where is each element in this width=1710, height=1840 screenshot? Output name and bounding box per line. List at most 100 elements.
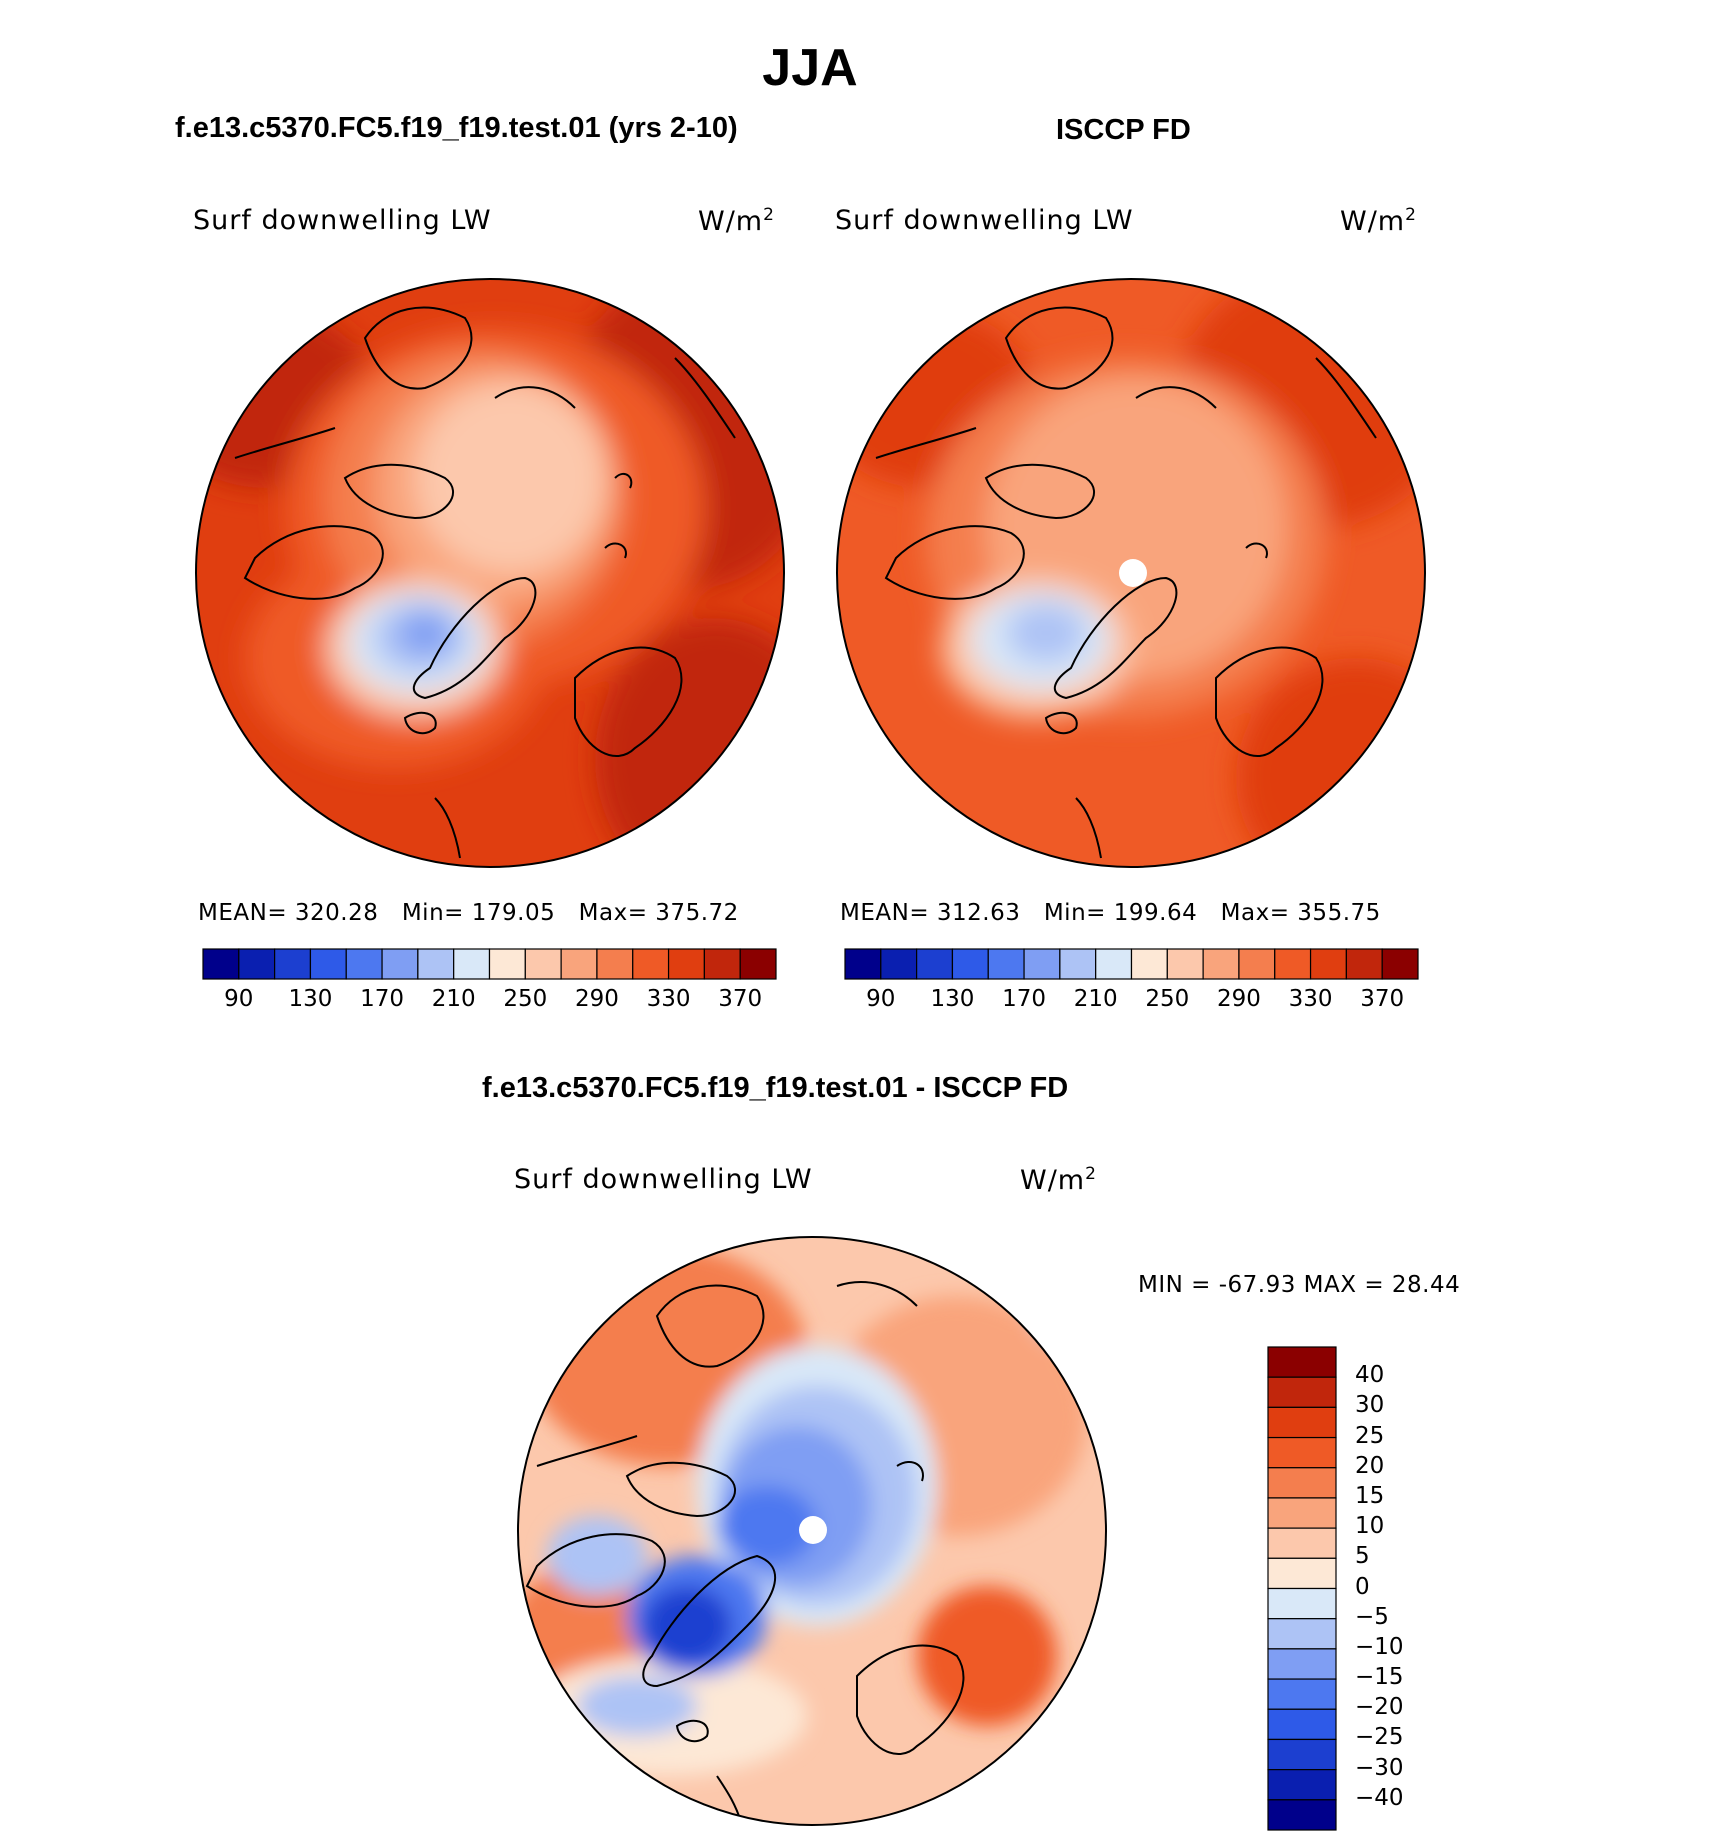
panel2-colorbar-swatch [1345, 948, 1383, 980]
panel1-colorbar-swatch [453, 948, 491, 980]
panel1-colorbar [202, 948, 777, 980]
panel1-colorbar-tick-label: 250 [503, 986, 548, 1012]
panel2-colorbar-swatch [1381, 948, 1419, 980]
panel2-variable: Surf downwelling LW [835, 205, 1134, 236]
panel3-colorbar-swatch [1267, 1376, 1337, 1408]
panel1-colorbar-swatch [632, 948, 670, 980]
panel3-colorbar-swatch [1267, 1467, 1337, 1499]
panel1-colorbar-swatch [238, 948, 276, 980]
panel3-colorbar-tick-label: −5 [1355, 1603, 1389, 1630]
panel1-colorbar-swatch [274, 948, 312, 980]
panel3-colorbar-tick-label: −10 [1355, 1633, 1404, 1660]
panel3-colorbar-swatch [1267, 1527, 1337, 1559]
panel1-colorbar-ticks: 90 130 170 210 250 290 330 370 [203, 986, 776, 1016]
panel3-colorbar-swatch [1267, 1678, 1337, 1710]
panel3-colorbar-tick-label: −40 [1355, 1784, 1404, 1811]
panel1-colorbar-swatch [345, 948, 383, 980]
panel1-variable: Surf downwelling LW [193, 205, 492, 236]
panel2-colorbar-swatch [951, 948, 989, 980]
panel2-title: ISCCP FD [1056, 114, 1191, 146]
panel2-colorbar-tick-label: 370 [1360, 986, 1405, 1012]
panel3-colorbar-tick-label: −30 [1355, 1754, 1404, 1781]
panel2-colorbar-swatch [880, 948, 918, 980]
panel3-colorbar-swatch [1267, 1346, 1337, 1378]
panel3-variable: Surf downwelling LW [514, 1164, 813, 1195]
panel3-colorbar-swatch [1267, 1708, 1337, 1741]
panel2-colorbar-tick-label: 170 [1002, 986, 1047, 1012]
panel2-colorbar-swatch [1238, 948, 1276, 980]
panel1-colorbar-tick-label: 170 [360, 986, 405, 1012]
panel3-colorbar-swatch [1267, 1557, 1337, 1590]
panel2-colorbar-swatch [916, 948, 954, 980]
panel1-colorbar-tick-label: 130 [288, 986, 333, 1012]
panel1-title: f.e13.c5370.FC5.f19_f19.test.01 (yrs 2-1… [175, 112, 738, 144]
panel1-colorbar-swatch [417, 948, 455, 980]
panel2-colorbar [844, 948, 1419, 980]
panel2-colorbar-swatch [1059, 948, 1097, 980]
panel1-colorbar-tick-label: 290 [574, 986, 619, 1012]
panel3-colorbar-tick-label: 0 [1355, 1573, 1370, 1600]
panel1-colorbar-swatch [524, 948, 562, 980]
panel3-colorbar-tick-label: −20 [1355, 1694, 1404, 1721]
panel3-colorbar-swatch [1267, 1648, 1337, 1680]
panel3-colorbar-swatch [1267, 1497, 1337, 1529]
panel2-colorbar-tick-label: 130 [930, 986, 975, 1012]
panel2-colorbar-swatch [1309, 948, 1347, 980]
panel1-units: W/m2 [698, 205, 775, 237]
panel3-colorbar-ticks: 40 30 25 20 15 10 5 0 −5 −10 −15 −20 −25 −30 −40 [1355, 1347, 1435, 1830]
panel3-colorbar-swatch [1267, 1738, 1337, 1771]
panel1-stats: MEAN= 320.28 Min= 179.05 Max= 375.72 [198, 900, 739, 926]
panel2-colorbar-swatch [1095, 948, 1133, 980]
figure-title: JJA [762, 39, 858, 97]
panel3-polar-map [517, 1236, 1107, 1826]
panel2-colorbar-swatch [1166, 948, 1204, 980]
panel2-colorbar-tick-label: 290 [1216, 986, 1261, 1012]
panel1-colorbar-tick-label: 330 [646, 986, 691, 1012]
panel2-units: W/m2 [1340, 205, 1417, 237]
panel3-units: W/m2 [1020, 1164, 1097, 1196]
panel1-colorbar-swatch [596, 948, 634, 980]
panel2-colorbar-swatch [844, 948, 882, 980]
panel2-colorbar-swatch [1023, 948, 1061, 980]
panel2-coastlines [875, 306, 1377, 859]
panel1-colorbar-swatch [309, 948, 347, 980]
panel2-colorbar-swatch [987, 948, 1025, 980]
panel3-colorbar-swatch [1267, 1587, 1337, 1620]
panel3-colorbar-tick-label: 30 [1355, 1392, 1385, 1419]
panel2-colorbar-swatch [1202, 948, 1240, 980]
panel2-colorbar-swatch [1130, 948, 1168, 980]
panel3-title: f.e13.c5370.FC5.f19_f19.test.01 - ISCCP … [482, 1072, 1069, 1104]
panel3-colorbar-swatch [1267, 1618, 1337, 1650]
panel3-colorbar-tick-label: −15 [1355, 1664, 1404, 1691]
panel1-colorbar-tick-label: 90 [224, 986, 254, 1012]
panel1-colorbar-tick-label: 210 [431, 986, 476, 1012]
panel1-coastlines [234, 306, 736, 859]
panel3-coastlines [525, 1281, 965, 1825]
panel3-colorbar-swatch [1267, 1406, 1337, 1439]
panel2-colorbar-tick-label: 330 [1288, 986, 1333, 1012]
panel1-colorbar-swatch [202, 948, 240, 980]
panel1-colorbar-swatch [739, 948, 777, 980]
panel3-colorbar-tick-label: 10 [1355, 1513, 1385, 1540]
panel3-colorbar-swatch [1267, 1799, 1337, 1831]
panel3-colorbar-tick-label: −25 [1355, 1724, 1404, 1751]
panel1-colorbar-swatch [560, 948, 598, 980]
panel2-colorbar-ticks: 90 130 170 210 250 290 330 370 [845, 986, 1418, 1016]
panel2-polar-map [836, 278, 1426, 868]
panel3-colorbar-tick-label: 15 [1355, 1482, 1385, 1509]
panel3-colorbar [1267, 1346, 1337, 1831]
panel2-colorbar-swatch [1274, 948, 1312, 980]
panel1-colorbar-swatch [667, 948, 705, 980]
panel1-colorbar-swatch [381, 948, 419, 980]
panel3-colorbar-tick-label: 40 [1355, 1362, 1385, 1389]
panel3-colorbar-tick-label: 20 [1355, 1452, 1385, 1479]
panel2-colorbar-tick-label: 90 [866, 986, 896, 1012]
panel3-minmax: MIN = -67.93 MAX = 28.44 [1138, 1272, 1461, 1298]
panel3-colorbar-tick-label: 5 [1355, 1543, 1370, 1570]
panel3-colorbar-tick-label: 25 [1355, 1422, 1385, 1449]
panel1-colorbar-swatch [488, 948, 526, 980]
panel2-colorbar-tick-label: 250 [1145, 986, 1190, 1012]
panel2-colorbar-tick-label: 210 [1073, 986, 1118, 1012]
panel1-polar-map [195, 278, 785, 868]
panel3-colorbar-swatch [1267, 1769, 1337, 1801]
